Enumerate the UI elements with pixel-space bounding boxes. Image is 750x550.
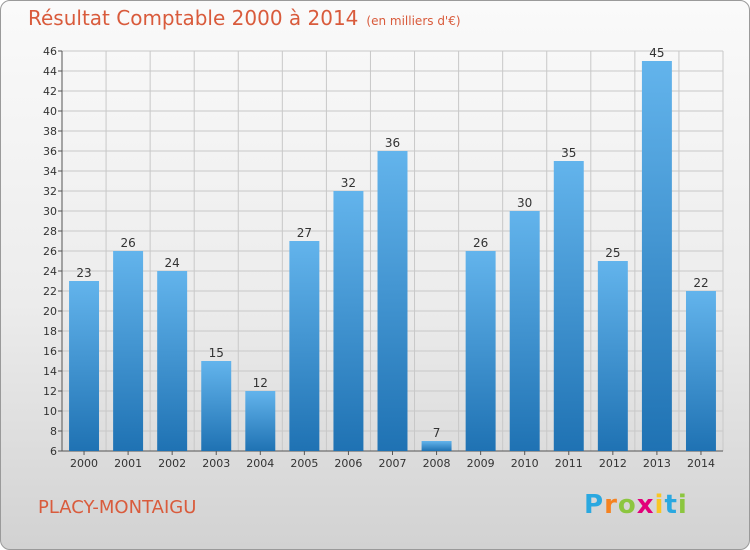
y-tick-label: 44 (43, 65, 57, 78)
logo-letter: i (654, 490, 665, 520)
y-tick-label: 18 (43, 325, 57, 338)
bar (69, 281, 100, 451)
y-tick-label: 30 (43, 205, 57, 218)
value-labels: 23 26 24 15 12 27 32 36 7 26 30 35 25 45 22 (76, 46, 708, 440)
data-label: 27 (297, 226, 312, 240)
x-tick-label: 2014 (687, 457, 715, 470)
logo-letter: x (636, 490, 655, 520)
bar (685, 291, 716, 451)
bar (289, 241, 320, 451)
bar (509, 211, 540, 451)
y-tick-label: 46 (43, 45, 57, 58)
x-tick-label: 2004 (246, 457, 274, 470)
y-tick-label: 40 (43, 105, 57, 118)
bars (69, 61, 716, 451)
bar (377, 151, 408, 451)
y-tick-label: 32 (43, 185, 57, 198)
bar (597, 261, 628, 451)
x-tick-label: 2007 (379, 457, 407, 470)
y-tick-label: 22 (43, 285, 57, 298)
data-label: 30 (517, 196, 532, 210)
logo-letter: t (664, 490, 678, 520)
y-tick-label: 42 (43, 85, 57, 98)
data-label: 7 (433, 426, 441, 440)
data-label: 26 (120, 236, 135, 250)
y-tick-label: 6 (50, 445, 57, 458)
bar (201, 361, 232, 451)
data-label: 25 (605, 246, 620, 260)
x-tick-label: 2012 (599, 457, 627, 470)
x-tick-label: 2005 (290, 457, 318, 470)
x-tick-label: 2011 (555, 457, 583, 470)
y-tick-label: 16 (43, 345, 57, 358)
x-tick-label: 2002 (158, 457, 186, 470)
logo-letter: i (677, 490, 688, 520)
chart-title: Résultat Comptable 2000 à 2014 (en millie… (28, 6, 461, 30)
data-label: 15 (209, 346, 224, 360)
data-label: 23 (76, 266, 91, 280)
y-tick-label: 8 (50, 425, 57, 438)
title-unit: (en milliers d'€) (366, 14, 461, 28)
x-tick-label: 2003 (202, 457, 230, 470)
bar (553, 161, 584, 451)
bar (641, 61, 672, 451)
y-tick-label: 26 (43, 245, 57, 258)
x-tick-label: 2001 (114, 457, 142, 470)
commune-name: PLACY-MONTAIGU (38, 497, 197, 518)
bar (157, 271, 188, 451)
bar (465, 251, 496, 451)
y-tick-label: 34 (43, 165, 57, 178)
data-label: 26 (473, 236, 488, 250)
data-label: 36 (385, 136, 400, 150)
bar (245, 391, 276, 451)
data-label: 12 (253, 376, 268, 390)
x-tick-label: 2008 (423, 457, 451, 470)
bar (333, 191, 364, 451)
logo-letter: r (604, 490, 618, 520)
x-tick-label: 2013 (643, 457, 671, 470)
y-tick-label: 12 (43, 385, 57, 398)
x-tick-label: 2000 (70, 457, 98, 470)
y-tick-label: 24 (43, 265, 57, 278)
data-label: 45 (649, 46, 664, 60)
x-tick-label: 2009 (467, 457, 495, 470)
y-tick-label: 36 (43, 145, 57, 158)
data-label: 22 (693, 276, 708, 290)
x-tick-label: 2006 (334, 457, 362, 470)
y-tick-label: 20 (43, 305, 57, 318)
data-label: 32 (341, 176, 356, 190)
data-label: 24 (165, 256, 180, 270)
x-tick-label: 2010 (511, 457, 539, 470)
logo-letter: P (584, 490, 605, 520)
y-tick-label: 10 (43, 405, 57, 418)
y-tick-label: 38 (43, 125, 57, 138)
y-tick-label: 28 (43, 225, 57, 238)
data-label: 35 (561, 146, 576, 160)
bar (421, 441, 452, 451)
title-main: Résultat Comptable 2000 à 2014 (28, 6, 359, 30)
bar (113, 251, 144, 451)
proxiti-logo: Proxiti (584, 490, 688, 520)
logo-letter: o (617, 490, 637, 520)
y-tick-label: 14 (43, 365, 57, 378)
